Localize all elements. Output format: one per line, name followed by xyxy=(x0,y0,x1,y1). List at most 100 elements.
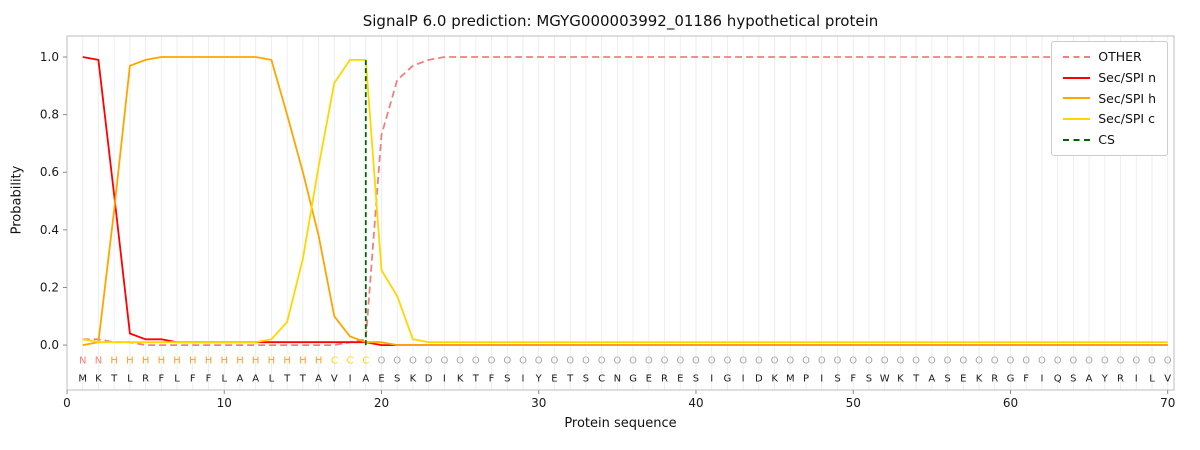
region-label: O xyxy=(613,356,621,367)
region-label: O xyxy=(1132,356,1140,367)
region-label: O xyxy=(881,356,889,367)
series-line-other xyxy=(82,56,1168,347)
residue-letter: A xyxy=(252,374,259,385)
residue-letter: I xyxy=(522,374,525,385)
legend-label-sec-spi-h: Sec/SPI h xyxy=(1098,90,1156,106)
residue-letter: K xyxy=(897,374,904,385)
residue-letter: G xyxy=(629,374,637,385)
region-label: O xyxy=(959,356,967,367)
residue-letter: L xyxy=(174,374,180,385)
residue-letter: I xyxy=(710,374,713,385)
residue-letter: K xyxy=(976,374,983,385)
residue-letter: P xyxy=(803,374,809,385)
region-label: O xyxy=(1085,356,1093,367)
residue-letter: L xyxy=(127,374,133,385)
residue-letter: A xyxy=(1086,374,1093,385)
x-tick-label: 60 xyxy=(1003,396,1018,410)
region-label: O xyxy=(755,356,763,367)
y-tick-label: 0.6 xyxy=(40,165,59,179)
region-label: O xyxy=(944,356,952,367)
legend-label-other: OTHER xyxy=(1098,49,1142,64)
residue-letter: E xyxy=(378,374,384,385)
region-label: H xyxy=(220,356,228,367)
residue-letter: L xyxy=(221,374,227,385)
residue-letter: K xyxy=(95,374,102,385)
legend-line-sec-spi-c-icon xyxy=(1063,118,1091,121)
region-label: C xyxy=(347,356,354,367)
residue-letter: S xyxy=(866,374,872,385)
legend-item-sec-spi-n: Sec/SPI n xyxy=(1063,69,1156,85)
region-label: O xyxy=(865,356,873,367)
residue-letter: A xyxy=(928,374,935,385)
region-label: O xyxy=(519,356,527,367)
region-label: H xyxy=(236,356,244,367)
region-label: O xyxy=(472,356,480,367)
residue-letter: F xyxy=(158,374,164,385)
region-label: H xyxy=(205,356,213,367)
residue-letter: I xyxy=(742,374,745,385)
x-tick-label: 70 xyxy=(1160,396,1175,410)
legend-item-cs: CS xyxy=(1063,133,1156,147)
region-label: H xyxy=(173,356,181,367)
region-label: O xyxy=(629,356,637,367)
residue-letter: L xyxy=(269,374,275,385)
residue-letter: T xyxy=(566,374,574,385)
residue-letter: S xyxy=(1070,374,1076,385)
residue-letter: S xyxy=(394,374,400,385)
legend: OTHER Sec/SPI n Sec/SPI h Sec/SPI c CS xyxy=(1051,41,1168,156)
residue-letter: S xyxy=(834,374,840,385)
region-label: O xyxy=(1007,356,1015,367)
residue-letter: G xyxy=(1007,374,1015,385)
plot-frame xyxy=(66,35,1175,391)
region-label: O xyxy=(849,356,857,367)
region-label: O xyxy=(991,356,999,367)
residue-letter: I xyxy=(820,374,823,385)
series-line-sec-spi-h xyxy=(82,56,1168,347)
residue-letter: R xyxy=(142,374,149,385)
region-label: O xyxy=(661,356,669,367)
region-label: O xyxy=(582,356,590,367)
x-tick-label: 50 xyxy=(846,396,861,410)
region-label: H xyxy=(252,356,260,367)
region-label: O xyxy=(692,356,700,367)
residue-letter: R xyxy=(661,374,668,385)
region-label: O xyxy=(676,356,684,367)
residue-letter: C xyxy=(598,374,605,385)
residue-letter: A xyxy=(362,374,369,385)
residue-letter: I xyxy=(443,374,446,385)
y-tick-label: 1.0 xyxy=(40,50,59,64)
region-label: O xyxy=(739,356,747,367)
region-label: O xyxy=(440,356,448,367)
residue-letter: T xyxy=(912,374,920,385)
residue-letter: F xyxy=(206,374,212,385)
y-tick-label: 0.2 xyxy=(40,280,59,294)
residue-letter: S xyxy=(504,374,510,385)
residue-letter: F xyxy=(1023,374,1029,385)
residue-letter: D xyxy=(425,374,433,385)
region-label: O xyxy=(786,356,794,367)
region-label: H xyxy=(299,356,307,367)
region-label: O xyxy=(834,356,842,367)
region-label: H xyxy=(189,356,197,367)
region-label: O xyxy=(645,356,653,367)
residue-letter: E xyxy=(677,374,683,385)
legend-label-sec-spi-n: Sec/SPI n xyxy=(1098,69,1156,85)
region-label: N xyxy=(95,356,102,367)
residue-letter: E xyxy=(646,374,652,385)
residue-letter: Y xyxy=(535,374,543,385)
residue-letter: Y xyxy=(1101,374,1109,385)
region-label: H xyxy=(142,356,150,367)
residue-letter: E xyxy=(960,374,966,385)
region-label: O xyxy=(503,356,511,367)
y-tick-label: 0.0 xyxy=(40,338,59,352)
legend-item-sec-spi-c: Sec/SPI c xyxy=(1063,112,1156,126)
y-tick-label: 0.4 xyxy=(40,223,59,237)
region-label: O xyxy=(1117,356,1125,367)
legend-line-other-icon xyxy=(1063,55,1091,58)
region-label: O xyxy=(1164,356,1172,367)
residue-letter: F xyxy=(190,374,196,385)
region-label: O xyxy=(1054,356,1062,367)
region-label: O xyxy=(488,356,496,367)
legend-item-sec-spi-h: Sec/SPI h xyxy=(1063,90,1156,106)
